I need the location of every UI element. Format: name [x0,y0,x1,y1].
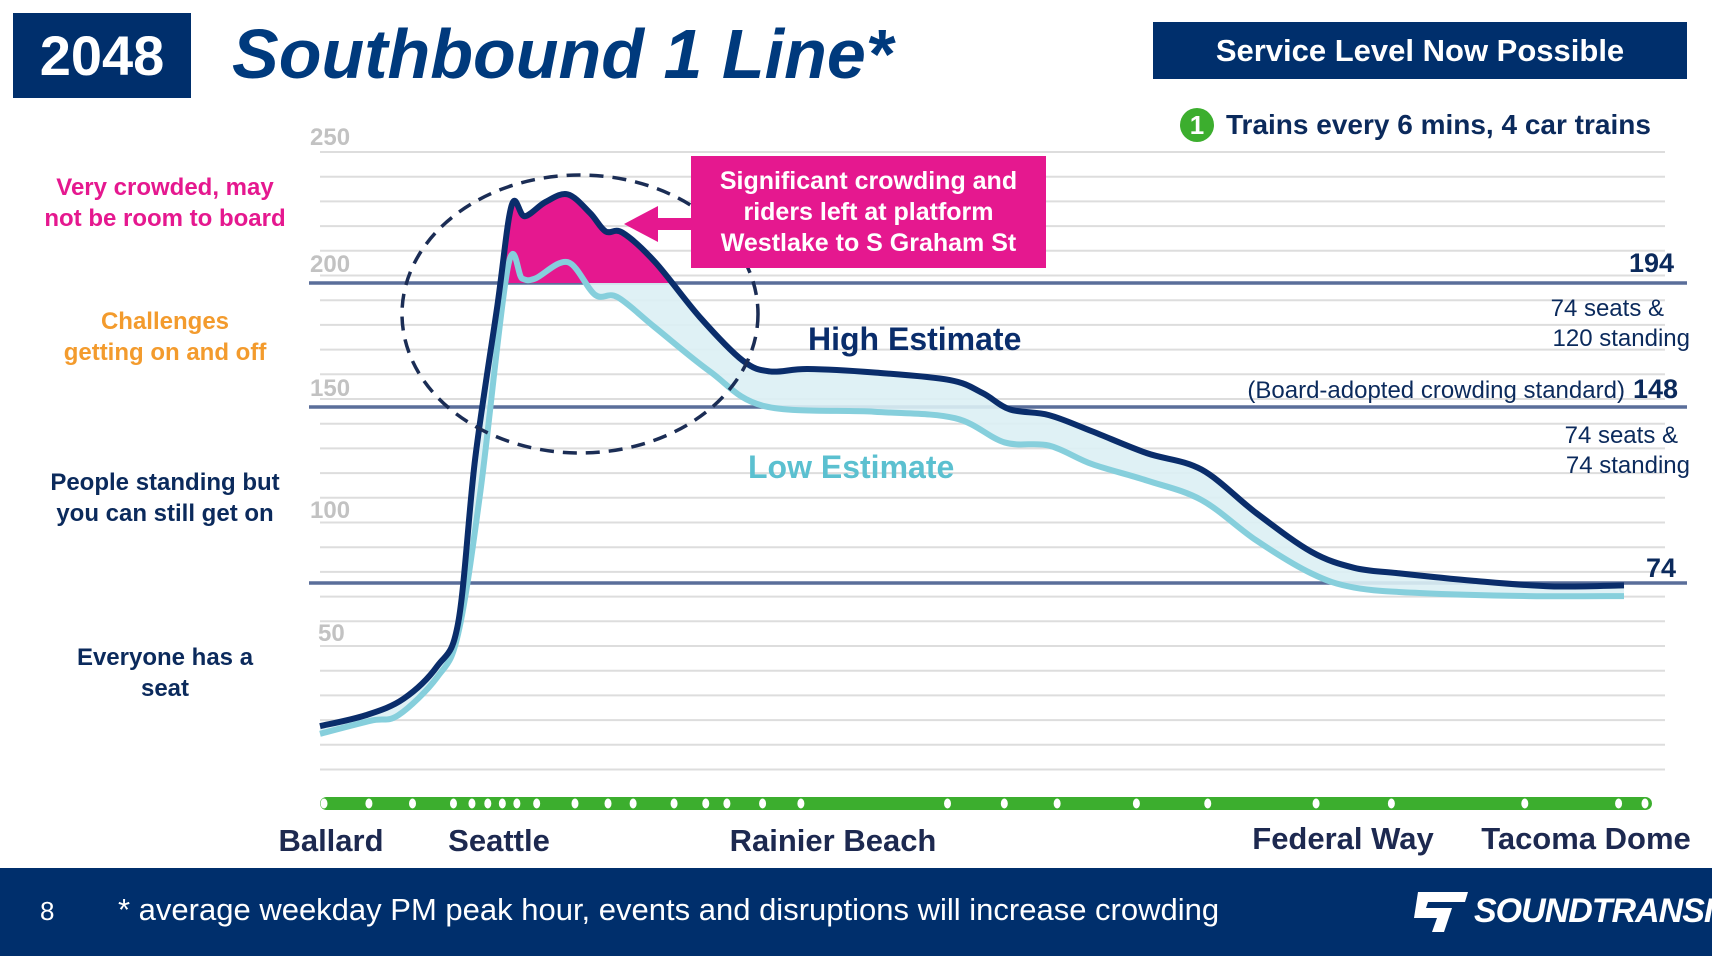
callout-text: Westlake to S Graham St [720,228,1017,257]
zone-text: Everyone has a [76,644,254,671]
zone-text: seat [140,675,190,702]
station-stop-dot [571,798,579,809]
page-title: Southbound 1 Line* [232,15,894,93]
logo-text: SOUNDTRANSIT [1474,891,1712,930]
y-tick-100: 100 [310,497,351,524]
station-stop-dot [1641,798,1649,809]
high-estimate-label: High Estimate [808,321,1022,357]
crowding-callout: Significant crowding and riders left at … [691,156,1046,268]
station-stop-dot [498,798,506,809]
station-stop-dot [513,798,521,809]
station-stop-dot [944,798,952,809]
station-stop-dot [1132,798,1140,809]
station-stop-dot [723,798,731,809]
ref-label-74: 74 [1645,553,1676,583]
station-stop-dot [759,798,767,809]
sound-transit-mark-icon [1414,892,1468,932]
footnote: * average weekday PM peak hour, events a… [118,892,1220,927]
station-stop-dot [797,798,805,809]
zone-challenges: Challenges getting on and off [0,306,330,368]
station-stop-dot [702,798,710,809]
station-label-seattle: Seattle [448,823,550,858]
zone-standing: People standing but you can still get on [0,467,330,529]
gridlines [320,151,1665,771]
station-stop-dot [1000,798,1008,809]
station-label-federal-way: Federal Way [1252,821,1434,856]
ridership-chart [309,151,1687,810]
ref-note-text: 74 seats & [1564,422,1678,449]
year-text: 2048 [39,24,165,87]
train-service-text: Trains every 6 mins, 4 car trains [1226,109,1651,140]
station-stop-dot [1615,798,1623,809]
ref-note-194: 74 seats & 120 standing [1551,294,1690,354]
station-stop-dot [1521,798,1529,809]
callout-arrow-icon [624,206,692,242]
y-tick-50: 50 [318,620,345,647]
station-stop-dot [320,798,328,809]
footer-bar: 8 * average weekday PM peak hour, events… [0,868,1712,956]
ref-note-text: 120 standing [1552,325,1690,352]
overcrowded-area [320,194,1624,283]
zone-very-crowded: Very crowded, may not be room to board [0,172,330,234]
station-stops [320,798,1649,809]
zone-text: not be room to board [44,205,286,232]
station-stop-dot [449,798,457,809]
zone-text: People standing but [50,469,280,496]
zone-text: Very crowded, may [56,174,274,201]
service-level-banner: Service Level Now Possible [1153,22,1687,79]
ref-label-148: 148 [1632,374,1678,404]
station-stop-dot [484,798,492,809]
zone-text: you can still get on [56,500,274,527]
station-stop-dot [629,798,637,809]
station-stop-dot [365,798,373,809]
page-number: 8 [40,896,55,926]
station-track [320,797,1652,810]
zone-text: getting on and off [63,339,267,366]
ref-label-194: 194 [1628,248,1674,278]
low-estimate-line [319,250,1625,737]
station-stop-dot [468,798,476,809]
highlight-circle [400,173,760,455]
ref-standard-148: (Board-adopted crowding standard) 148 [1247,374,1678,406]
zone-seated: Everyone has a seat [0,642,330,704]
station-stop-dot [1312,798,1320,809]
sound-transit-logo: SOUNDTRANSIT [1412,890,1712,932]
train-service-info: 1 Trains every 6 mins, 4 car trains [1180,108,1651,142]
station-stop-dot [670,798,678,809]
ref-note-74: 74 seats & 74 standing [1565,421,1690,481]
station-stop-dot [533,798,541,809]
station-stop-dot [1053,798,1061,809]
station-stop-dot [1387,798,1395,809]
station-stop-dot [409,798,417,809]
ref-note-text: 74 seats & [1550,295,1664,322]
station-label-ballard: Ballard [278,823,384,858]
y-tick-200: 200 [310,251,351,278]
station-label-tacoma-dome: Tacoma Dome [1481,821,1691,856]
line-1-badge-icon: 1 [1180,108,1214,142]
year-badge: 2048 [13,13,191,98]
callout-text: Significant crowding and [719,166,1018,195]
station-label-rainier-beach: Rainier Beach [729,823,937,858]
callout-text: riders left at platform [743,197,994,226]
service-level-text: Service Level Now Possible [1215,32,1625,68]
ref-note-text: (Board-adopted crowding standard) [1247,377,1625,404]
y-tick-150: 150 [310,375,351,402]
low-estimate-label: Low Estimate [748,449,955,485]
station-stop-dot [1204,798,1212,809]
zone-text: Challenges [100,308,230,335]
station-stop-dot [604,798,612,809]
ref-note-text: 74 standing [1565,452,1690,479]
y-tick-250: 250 [310,124,351,151]
